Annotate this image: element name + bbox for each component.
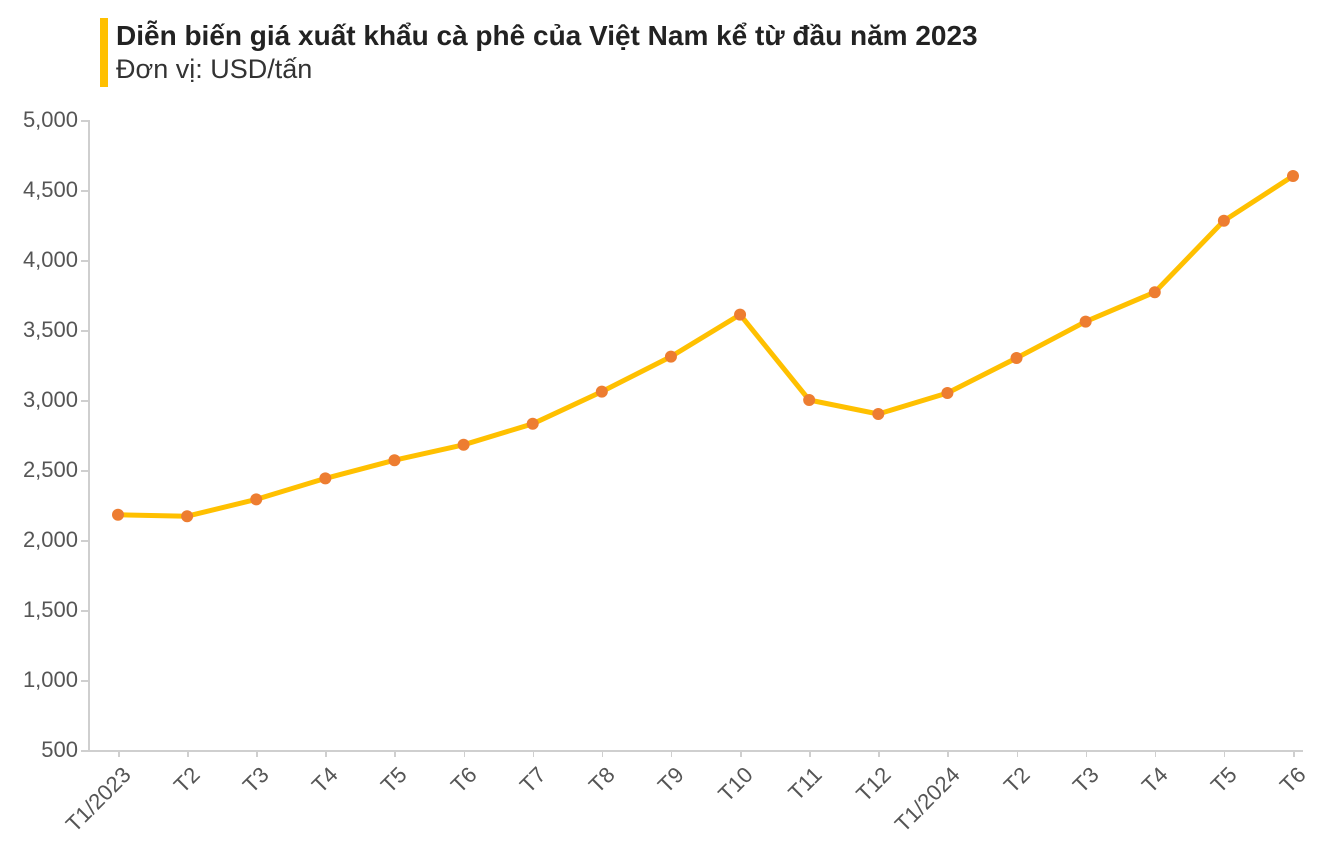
y-tick-label: 4,000 [23,247,88,273]
data-point [181,510,193,522]
y-tick-mark [81,540,88,542]
y-tick-label: 3,000 [23,387,88,413]
y-tick-mark [81,470,88,472]
x-tick-mark [1155,750,1157,757]
x-tick-mark [464,750,466,757]
x-tick-mark [325,750,327,757]
x-tick-label: T5 [376,762,413,799]
x-tick-label: T1/2023 [61,762,136,837]
x-tick-mark [671,750,673,757]
y-tick-label: 3,500 [23,317,88,343]
x-tick-label: T5 [1206,762,1243,799]
data-point [388,454,400,466]
y-tick-label: 2,500 [23,457,88,483]
data-point [527,418,539,430]
y-tick-label: 1,000 [23,667,88,693]
x-tick-label: T10 [713,762,758,807]
x-tick-mark [256,750,258,757]
x-tick-mark [1224,750,1226,757]
x-tick-label: T6 [445,762,482,799]
x-tick-label: T2 [998,762,1035,799]
chart-subtitle: Đơn vị: USD/tấn [116,53,978,87]
x-tick-label: T7 [515,762,552,799]
data-point [1218,215,1230,227]
chart-title: Diễn biến giá xuất khẩu cà phê của Việt … [116,18,978,53]
data-point [596,386,608,398]
x-tick-label: T12 [851,762,896,807]
y-tick-mark [81,400,88,402]
x-tick-label: T4 [307,762,344,799]
x-tick-mark [1086,750,1088,757]
data-point [872,408,884,420]
x-tick-mark [187,750,189,757]
y-tick-label: 4,500 [23,177,88,203]
title-accent-bar [100,18,108,87]
y-tick-mark [81,260,88,262]
y-tick-mark [81,120,88,122]
x-tick-label: T2 [169,762,206,799]
x-tick-mark [394,750,396,757]
x-tick-label: T11 [784,762,828,806]
y-tick-label: 1,500 [23,597,88,623]
x-axis-line [88,750,1303,752]
x-tick-label: T6 [1275,762,1312,799]
x-tick-mark [947,750,949,757]
data-point [250,493,262,505]
data-point [1080,316,1092,328]
x-tick-mark [740,750,742,757]
chart-svg [88,120,1303,750]
y-tick-label: 5,000 [23,107,88,133]
x-tick-label: T1/2024 [890,762,965,837]
data-point [458,439,470,451]
data-point [941,387,953,399]
chart-title-block: Diễn biến giá xuất khẩu cà phê của Việt … [100,18,978,87]
data-point [1011,352,1023,364]
x-tick-label: T3 [238,762,275,799]
data-point [803,394,815,406]
data-point [665,351,677,363]
y-tick-mark [81,190,88,192]
data-point [1287,170,1299,182]
data-point [734,309,746,321]
data-point [319,472,331,484]
x-tick-mark [602,750,604,757]
chart-container: Diễn biến giá xuất khẩu cà phê của Việt … [0,0,1335,856]
x-tick-mark [1293,750,1295,757]
x-tick-mark [809,750,811,757]
series-line [118,176,1293,516]
y-tick-label: 2,000 [23,527,88,553]
x-tick-label: T4 [1137,762,1174,799]
x-tick-mark [533,750,535,757]
y-tick-mark [81,680,88,682]
data-point [112,509,124,521]
y-tick-mark [81,610,88,612]
y-tick-mark [81,750,88,752]
x-tick-label: T3 [1067,762,1104,799]
plot-area: 5001,0001,5002,0002,5003,0003,5004,0004,… [88,120,1303,750]
data-point [1149,286,1161,298]
x-tick-mark [1017,750,1019,757]
x-tick-mark [878,750,880,757]
y-tick-mark [81,330,88,332]
title-text-wrap: Diễn biến giá xuất khẩu cà phê của Việt … [116,18,978,87]
x-tick-label: T8 [584,762,621,799]
x-tick-label: T9 [653,762,690,799]
x-tick-mark [118,750,120,757]
